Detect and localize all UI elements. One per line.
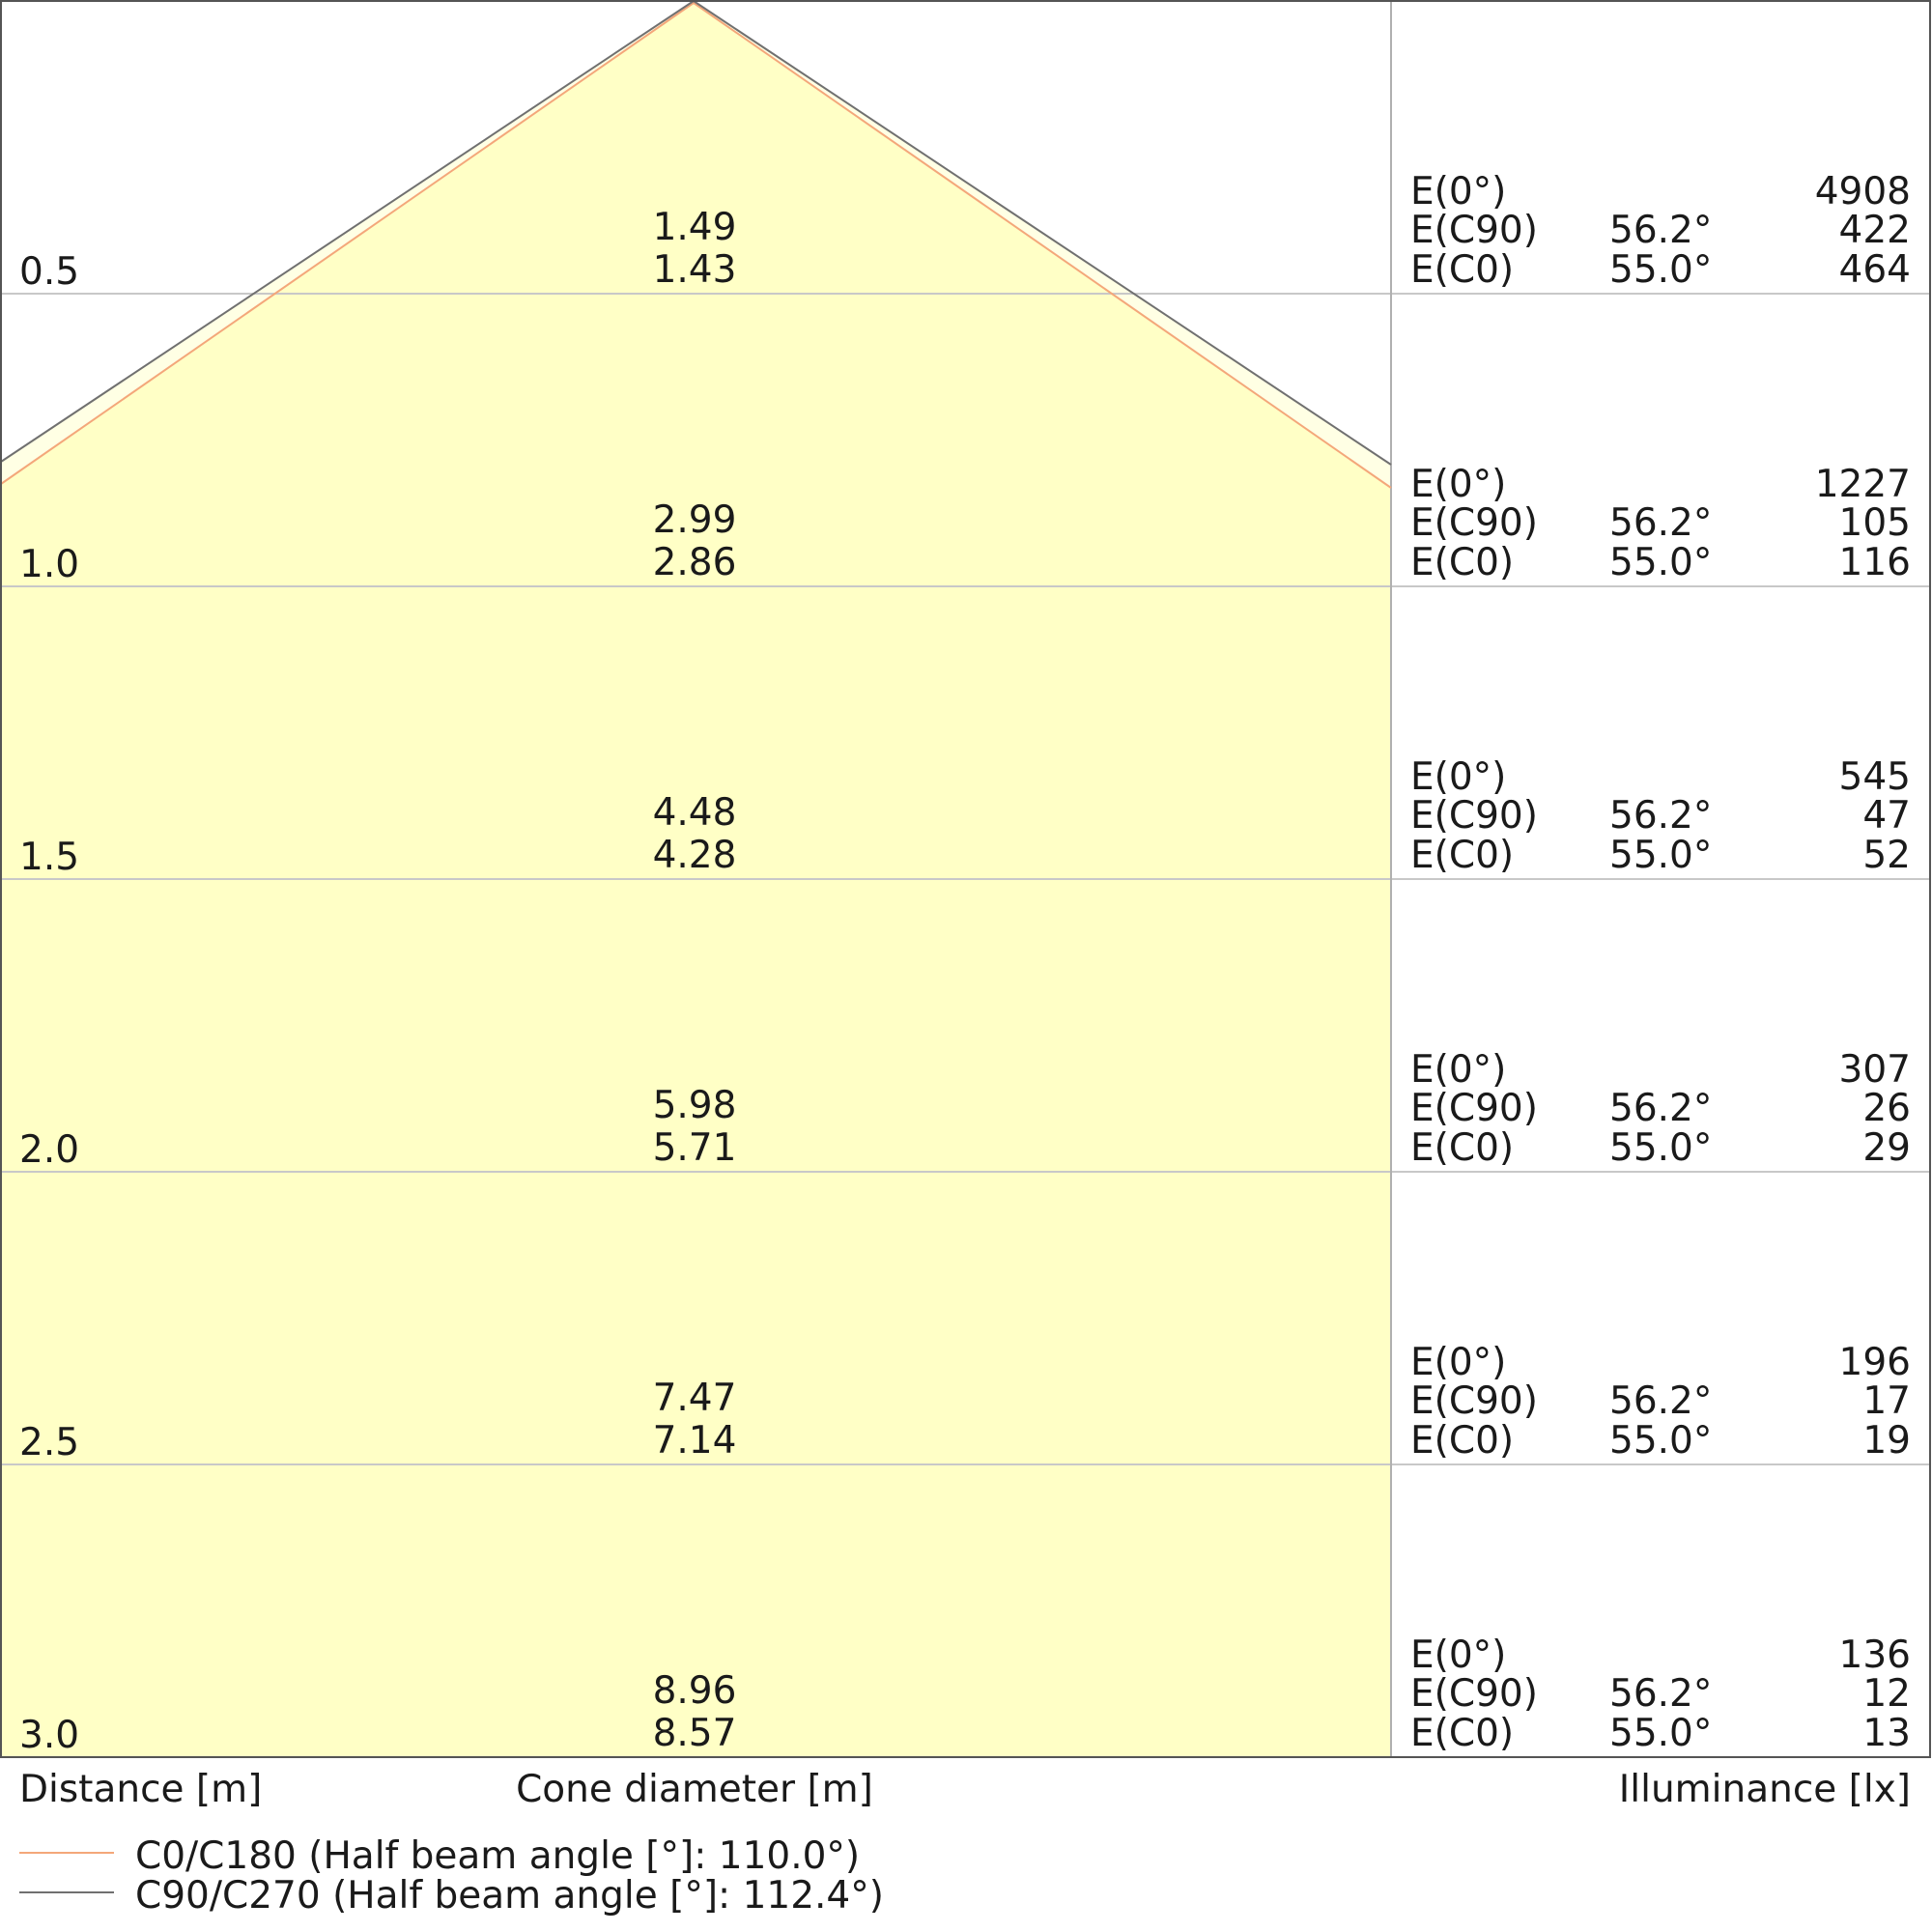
ec0-label: E(C0) — [1410, 541, 1514, 584]
e0-label: E(0°) — [1410, 1341, 1506, 1384]
cone-diameter-c90: 4.48 — [653, 791, 737, 835]
ec90-label: E(C90) — [1410, 794, 1538, 838]
ec90-angle: 56.2° — [1609, 209, 1712, 252]
e0-value: 1227 — [1815, 463, 1911, 506]
cone-diameter-c0: 7.14 — [653, 1419, 737, 1463]
ec90-value: 26 — [1862, 1087, 1911, 1130]
cone-diameter-c0: 1.43 — [653, 248, 737, 292]
frame — [0, 0, 1931, 1758]
legend-entry: C0/C180 (Half beam angle [°]: 110.0°) — [135, 1834, 860, 1878]
illuminance-label: Illuminance [lx] — [1619, 1768, 1911, 1811]
ec0-value: 52 — [1862, 834, 1911, 877]
e0-label: E(0°) — [1410, 755, 1506, 799]
cone-diameter-c90: 1.49 — [653, 206, 737, 249]
cone-diameter-label: Cone diameter [m] — [516, 1768, 873, 1811]
cone-diameter-c0: 2.86 — [653, 541, 737, 584]
ec0-angle: 55.0° — [1609, 1712, 1712, 1755]
ec90-label: E(C90) — [1410, 1087, 1538, 1130]
ec0-value: 116 — [1839, 541, 1911, 584]
ec90-angle: 56.2° — [1609, 1379, 1712, 1423]
distance-label: 0.5 — [19, 250, 79, 294]
legend-entry: C90/C270 (Half beam angle [°]: 112.4°) — [135, 1874, 884, 1918]
ec0-label: E(C0) — [1410, 1419, 1514, 1463]
ec90-value: 105 — [1839, 501, 1911, 545]
cone-diameter-c90: 5.98 — [653, 1084, 737, 1127]
x-axis-label: Distance [m] — [19, 1768, 262, 1811]
ec90-label: E(C90) — [1410, 1379, 1538, 1423]
c0-beam-line — [0, 1, 1392, 489]
cone-diameter-c90: 8.96 — [653, 1669, 737, 1713]
cone-diameter-c90: 2.99 — [653, 498, 737, 542]
e0-label: E(0°) — [1410, 1634, 1506, 1677]
e0-label: E(0°) — [1410, 463, 1506, 506]
ec90-value: 12 — [1862, 1672, 1911, 1716]
ec0-value: 464 — [1839, 248, 1911, 292]
distance-label: 1.5 — [19, 836, 79, 879]
ec90-angle: 56.2° — [1609, 1087, 1712, 1130]
distance-label: 1.0 — [19, 543, 79, 586]
ec0-angle: 55.0° — [1609, 541, 1712, 584]
ec90-label: E(C90) — [1410, 1672, 1538, 1716]
ec90-angle: 56.2° — [1609, 501, 1712, 545]
distance-label: 2.0 — [19, 1128, 79, 1172]
e0-value: 196 — [1839, 1341, 1911, 1384]
ec0-value: 13 — [1862, 1712, 1911, 1755]
ec90-value: 47 — [1862, 794, 1911, 838]
e0-value: 4908 — [1815, 170, 1911, 213]
ec0-label: E(C0) — [1410, 1712, 1514, 1755]
e0-label: E(0°) — [1410, 1048, 1506, 1092]
cone-diameter-c0: 8.57 — [653, 1712, 737, 1755]
ec90-label: E(C90) — [1410, 209, 1538, 252]
ec0-label: E(C0) — [1410, 834, 1514, 877]
cone-diameter-c0: 5.71 — [653, 1126, 737, 1170]
ec90-value: 17 — [1862, 1379, 1911, 1423]
ec0-angle: 55.0° — [1609, 834, 1712, 877]
ec0-value: 29 — [1862, 1126, 1911, 1170]
e0-label: E(0°) — [1410, 170, 1506, 213]
distance-label: 3.0 — [19, 1714, 79, 1757]
e0-value: 136 — [1839, 1634, 1911, 1677]
ec90-angle: 56.2° — [1609, 794, 1712, 838]
ec0-angle: 55.0° — [1609, 1419, 1712, 1463]
ec0-label: E(C0) — [1410, 1126, 1514, 1170]
distance-label: 2.5 — [19, 1421, 79, 1464]
e0-value: 545 — [1839, 755, 1911, 799]
cone-diameter-c90: 7.47 — [653, 1377, 737, 1420]
ec0-angle: 55.0° — [1609, 1126, 1712, 1170]
cone-diameter-c0: 4.28 — [653, 834, 737, 877]
ec90-angle: 56.2° — [1609, 1672, 1712, 1716]
ec0-label: E(C0) — [1410, 248, 1514, 292]
ec90-value: 422 — [1839, 209, 1911, 252]
ec90-label: E(C90) — [1410, 501, 1538, 545]
ec0-value: 19 — [1862, 1419, 1911, 1463]
ec0-angle: 55.0° — [1609, 248, 1712, 292]
e0-value: 307 — [1839, 1048, 1911, 1092]
